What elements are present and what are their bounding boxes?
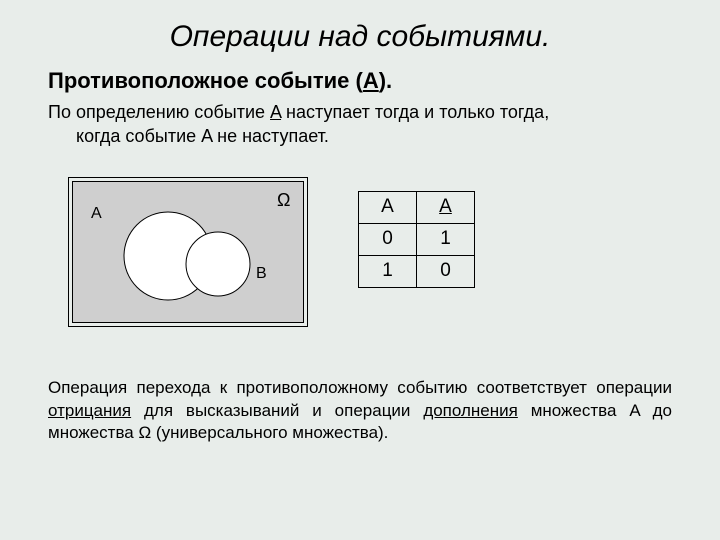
subtitle-underlined-a: A — [363, 68, 379, 93]
mid-row: A B Ω A A 0 1 1 0 — [48, 177, 672, 327]
venn-diagram: A B Ω — [68, 177, 308, 327]
table-cell: 0 — [417, 255, 475, 287]
table-cell: 1 — [417, 223, 475, 255]
table-header-not-a: A — [417, 191, 475, 223]
def-line1-u: A — [270, 102, 281, 122]
footnote-t1: Операция перехода к противоположному соб… — [48, 378, 672, 397]
venn-circle-b — [186, 232, 250, 296]
table-cell: 1 — [359, 255, 417, 287]
subtitle-prefix: Противоположное событие ( — [48, 68, 363, 93]
venn-label-a: A — [91, 205, 102, 222]
venn-inner-box: A B Ω — [72, 181, 304, 323]
slide-title: Операции над событиями. — [48, 20, 672, 54]
footnote-text: Операция перехода к противоположному соб… — [48, 377, 672, 446]
truth-table: A A 0 1 1 0 — [358, 191, 475, 288]
table-cell: 0 — [359, 223, 417, 255]
venn-svg: A B Ω — [73, 182, 303, 322]
venn-label-omega: Ω — [277, 190, 290, 210]
venn-label-b: B — [256, 265, 267, 282]
footnote-u1: отрицания — [48, 401, 131, 420]
subtitle-suffix: ). — [379, 68, 392, 93]
definition-text: По определению событие A наступает тогда… — [48, 100, 672, 149]
table-row: 1 0 — [359, 255, 475, 287]
def-line2: когда событие A не наступает. — [76, 124, 672, 148]
table-header-not-a-u: A — [439, 196, 452, 217]
def-line1a: По определению событие — [48, 102, 270, 122]
footnote-t2: для высказываний и операции — [131, 401, 423, 420]
table-header-row: A A — [359, 191, 475, 223]
table-header-a: A — [359, 191, 417, 223]
table-row: 0 1 — [359, 223, 475, 255]
slide-subtitle: Противоположное событие (A). — [48, 68, 672, 94]
footnote-u2: дополнения — [423, 401, 518, 420]
slide: Операции над событиями. Противоположное … — [0, 0, 720, 540]
def-line1b: наступает тогда и только тогда, — [281, 102, 549, 122]
